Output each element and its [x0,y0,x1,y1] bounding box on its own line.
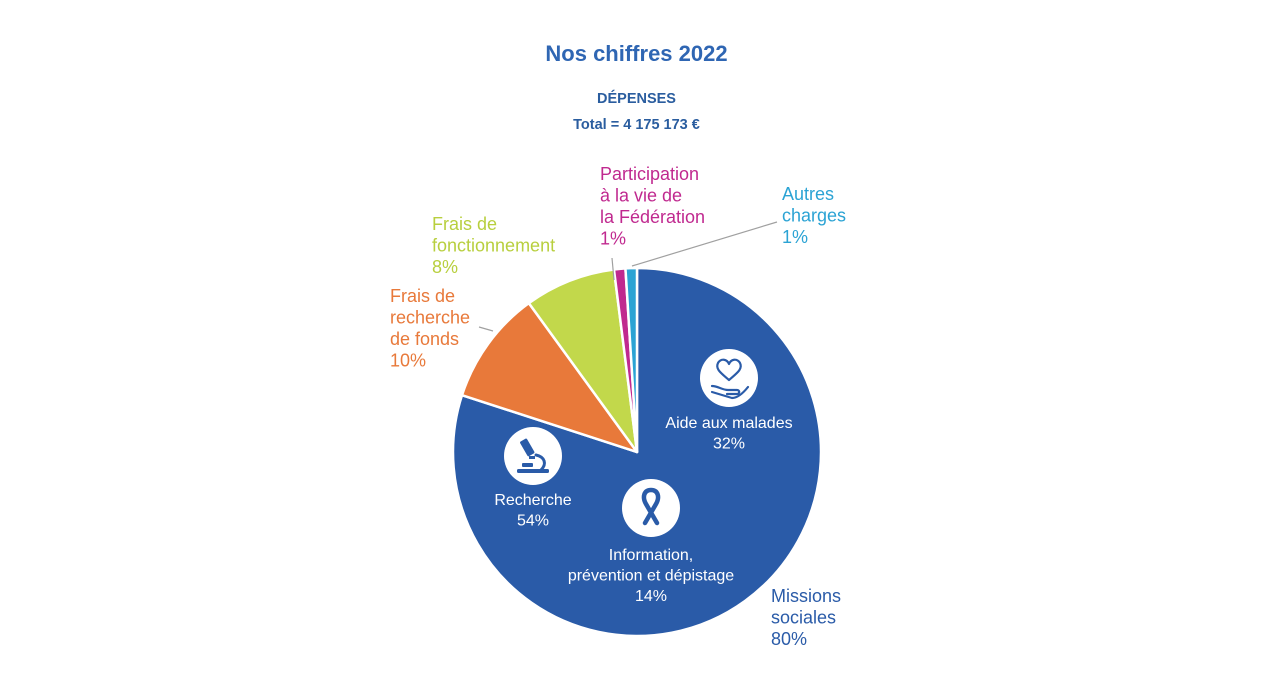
inner-label-aide-line: 32% [713,436,745,453]
pie-slice-frais-recherche [460,301,639,454]
leader-line-autres [631,221,778,267]
slice-label-autres-line: Autres [782,184,834,204]
inner-label-aide: Aide aux malades 32% [665,415,792,453]
slice-label-frais-recherche-line: de fonds [390,329,459,349]
slice-label-participation-line: à la vie de [600,186,682,206]
slice-label-missions-line: sociales [771,608,836,628]
slice-label-missions: Missions sociales 80% [771,586,841,649]
slice-label-missions-line: Missions [771,586,841,606]
slice-label-frais-recherche-line: 10% [390,351,426,371]
chart-title: Nos chiffres 2022 [545,41,728,66]
slice-label-frais-fonctionnement: Frais de fonctionnement 8% [432,214,555,277]
slice-label-frais-fonctionnement-line: 8% [432,257,458,277]
slice-label-missions-line: 80% [771,629,807,649]
inner-label-recherche: Recherche 54% [494,492,571,530]
inner-label-information: Information, prévention et dépistage 14% [568,547,734,605]
ribbon-icon [622,479,680,537]
slice-label-autres-line: charges [782,206,846,226]
leader-line-frais-recherche [478,326,494,332]
slice-label-autres-line: 1% [782,227,808,247]
heart-hand-icon [700,349,758,407]
inner-label-information-line: prévention et dépistage [568,568,734,585]
inner-label-recherche-line: Recherche [494,492,571,509]
slice-label-frais-fonctionnement-line: fonctionnement [432,236,555,256]
inner-label-information-line: Information, [609,547,693,564]
inner-label-information-line: 14% [635,588,667,605]
leader-line-participation [611,257,615,281]
chart-subtitle: DÉPENSES [597,91,676,107]
slice-label-participation-line: 1% [600,229,626,249]
inner-label-aide-line: Aide aux malades [665,415,792,432]
pie-slice-frais-fonctionnement [527,268,639,454]
pie-slice-autres [624,266,639,454]
slice-label-frais-recherche-line: Frais de [390,286,455,306]
microscope-icon [504,427,562,485]
inner-label-recherche-line: 54% [517,513,549,530]
slice-label-participation: Participation à la vie de la Fédération 1% [600,164,705,249]
slice-label-frais-recherche-line: recherche [390,308,470,328]
chart-total: Total = 4 175 173 € [573,117,700,133]
slice-label-frais-fonctionnement-line: Frais de [432,214,497,234]
slice-label-participation-line: Participation [600,164,699,184]
slice-label-autres: Autres charges 1% [782,184,846,247]
slice-label-participation-line: la Fédération [600,207,705,227]
slice-label-frais-recherche: Frais de recherche de fonds 10% [390,286,470,371]
